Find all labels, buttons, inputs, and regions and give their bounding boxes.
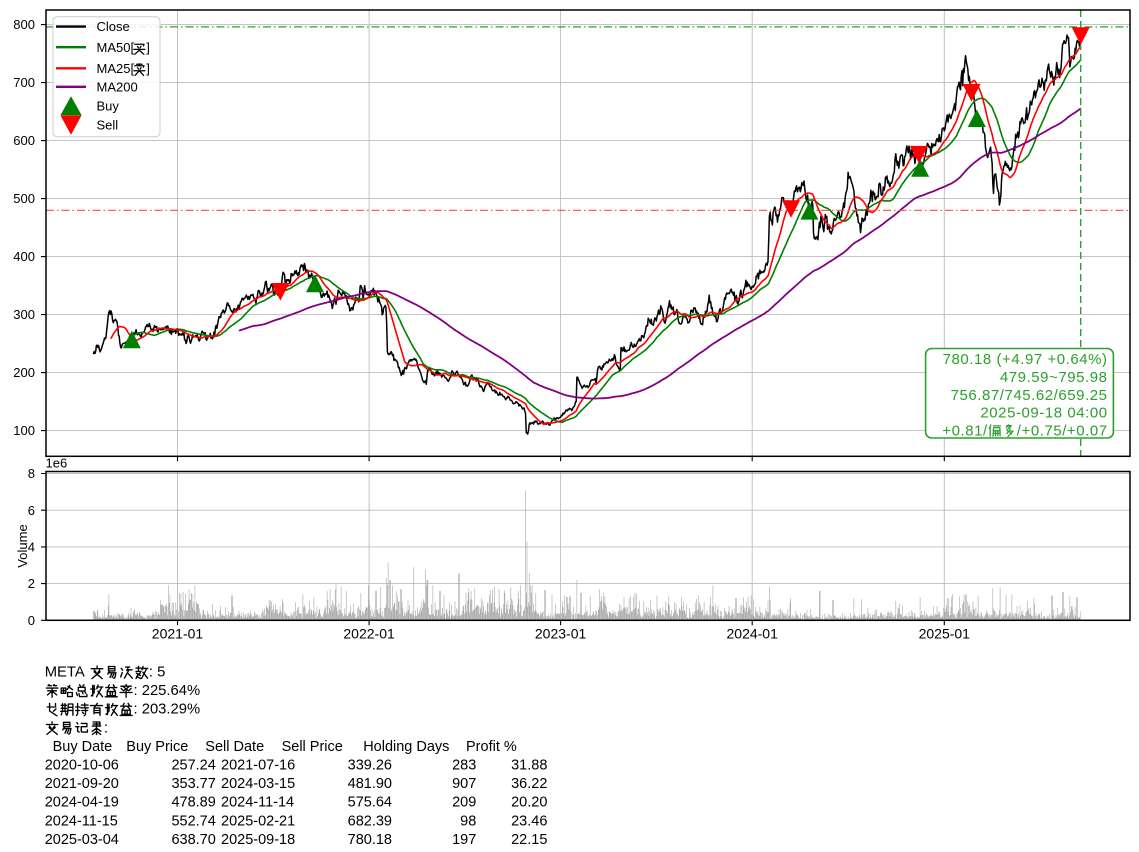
svg-text::: :	[104, 720, 108, 736]
svg-text:META: META	[45, 665, 85, 681]
svg-text:257.24: 257.24	[171, 758, 215, 774]
svg-text:22.15: 22.15	[511, 832, 547, 848]
svg-text:353.77: 353.77	[171, 776, 215, 792]
svg-text:2020-10-06: 2020-10-06	[45, 758, 119, 774]
svg-text:2024-01: 2024-01	[727, 626, 779, 642]
svg-text:36.22: 36.22	[511, 776, 547, 792]
svg-text:209: 209	[452, 795, 476, 811]
svg-text:800: 800	[13, 17, 35, 32]
svg-text:478.89: 478.89	[171, 795, 215, 811]
svg-text:6: 6	[28, 503, 35, 518]
svg-text:638.70: 638.70	[171, 832, 215, 848]
svg-text:]: ]	[146, 40, 150, 55]
svg-text:Volume: Volume	[15, 524, 30, 567]
svg-text:2025-03-04: 2025-03-04	[45, 832, 119, 848]
svg-text:]: ]	[146, 61, 150, 76]
svg-text:Holding Days: Holding Days	[363, 739, 449, 755]
svg-text:479.59~795.98: 479.59~795.98	[1000, 369, 1108, 386]
svg-text:700: 700	[13, 75, 35, 90]
svg-text:2025-02-21: 2025-02-21	[221, 813, 295, 829]
svg-text:: 203.29%: : 203.29%	[134, 702, 201, 718]
svg-text:Sell Date: Sell Date	[205, 739, 264, 755]
svg-text:Close: Close	[97, 19, 130, 34]
svg-text:2024-11-14: 2024-11-14	[221, 795, 294, 811]
svg-text:98: 98	[460, 813, 476, 829]
svg-text:100: 100	[13, 423, 35, 438]
svg-text:1e6: 1e6	[46, 456, 68, 471]
svg-text:MA25[: MA25[	[97, 61, 135, 76]
svg-text:4: 4	[28, 540, 35, 555]
svg-text:: 5: : 5	[149, 665, 165, 681]
svg-text:31.88: 31.88	[511, 758, 547, 774]
svg-text:780.18: 780.18	[348, 832, 392, 848]
svg-text:+0.81/: +0.81/	[942, 422, 988, 439]
svg-text:682.39: 682.39	[348, 813, 392, 829]
svg-text:Profit %: Profit %	[466, 739, 517, 755]
svg-text:2025-09-18: 2025-09-18	[221, 832, 295, 848]
svg-text:8: 8	[28, 466, 35, 481]
svg-text:575.64: 575.64	[348, 795, 392, 811]
svg-text:481.90: 481.90	[348, 776, 392, 792]
svg-text:: 225.64%: : 225.64%	[134, 683, 201, 699]
svg-text:2025-09-18 04:00: 2025-09-18 04:00	[980, 405, 1107, 422]
svg-text:197: 197	[452, 832, 476, 848]
svg-text:0: 0	[28, 613, 35, 628]
svg-text:2021-09-20: 2021-09-20	[45, 776, 119, 792]
svg-text:MA200: MA200	[97, 79, 138, 94]
svg-text:Buy Price: Buy Price	[126, 739, 188, 755]
svg-text:552.74: 552.74	[171, 813, 215, 829]
svg-text:Sell: Sell	[97, 117, 119, 132]
svg-text:400: 400	[13, 249, 35, 264]
svg-text:200: 200	[13, 365, 35, 380]
svg-text:2022-01: 2022-01	[343, 626, 395, 642]
svg-text:2024-04-19: 2024-04-19	[45, 795, 119, 811]
svg-text:Buy: Buy	[97, 98, 120, 113]
svg-text:2: 2	[28, 576, 35, 591]
svg-text:MA50[: MA50[	[97, 40, 135, 55]
svg-text:300: 300	[13, 307, 35, 322]
svg-text:2021-01: 2021-01	[152, 626, 204, 642]
svg-text:20.20: 20.20	[511, 795, 547, 811]
svg-text:780.18 (+4.97 +0.64%): 780.18 (+4.97 +0.64%)	[943, 351, 1108, 368]
svg-text:2024-03-15: 2024-03-15	[221, 776, 295, 792]
svg-text:2021-07-16: 2021-07-16	[221, 758, 295, 774]
svg-text:/+0.75/+0.07: /+0.75/+0.07	[1017, 422, 1108, 439]
svg-text:339.26: 339.26	[348, 758, 392, 774]
svg-text:2025-01: 2025-01	[919, 626, 971, 642]
svg-text:500: 500	[13, 191, 35, 206]
svg-text:Buy Date: Buy Date	[53, 739, 113, 755]
svg-text:907: 907	[452, 776, 476, 792]
svg-text:Sell Price: Sell Price	[282, 739, 343, 755]
svg-text:2024-11-15: 2024-11-15	[45, 813, 118, 829]
svg-text:283: 283	[452, 758, 476, 774]
svg-text:600: 600	[13, 133, 35, 148]
svg-text:2023-01: 2023-01	[535, 626, 587, 642]
svg-text:23.46: 23.46	[511, 813, 547, 829]
svg-text:756.87/745.62/659.25: 756.87/745.62/659.25	[951, 387, 1108, 404]
